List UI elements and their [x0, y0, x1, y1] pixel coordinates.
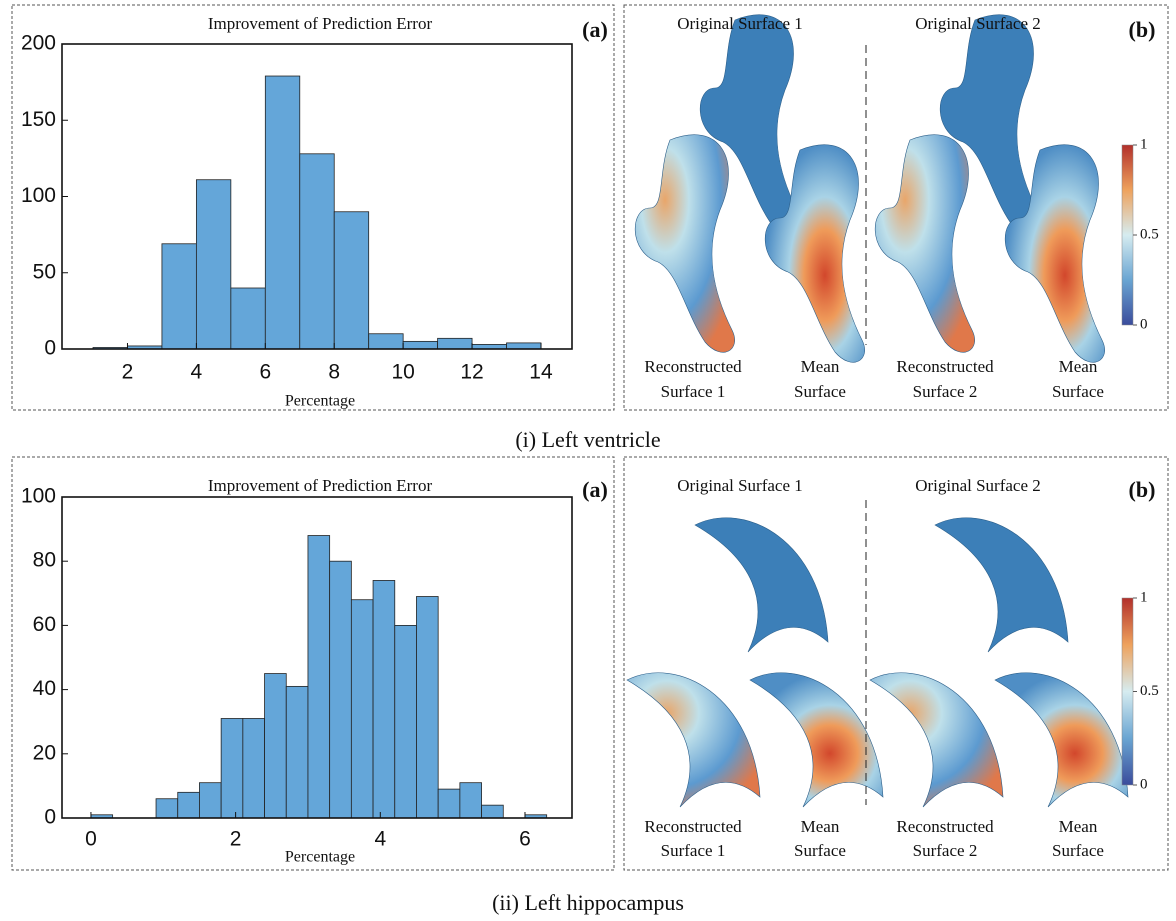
x-axis-label: Percentage — [285, 849, 355, 866]
surface-shape — [627, 673, 760, 807]
panel-frame — [624, 457, 1168, 870]
histogram-bar — [199, 783, 221, 818]
surface-shape — [750, 673, 883, 807]
histogram-bar — [156, 799, 178, 818]
caption: (ii) Left hippocampus — [492, 890, 684, 915]
histogram-bar — [373, 580, 395, 818]
x-tick-label: 4 — [374, 828, 386, 851]
surface-label: Mean — [801, 357, 840, 376]
surface-shape — [695, 518, 828, 652]
y-tick-label: 150 — [21, 108, 56, 131]
surface-shape — [935, 518, 1068, 652]
histogram-bar — [334, 212, 368, 349]
surface-label: Mean — [1059, 817, 1098, 836]
histogram-bar — [438, 338, 472, 349]
y-tick-label: 80 — [33, 549, 56, 572]
x-tick-label: 6 — [519, 828, 531, 851]
y-tick-label: 20 — [33, 741, 56, 764]
surface-title: Original Surface 1 — [677, 476, 803, 495]
surface-label: Reconstructed — [896, 357, 994, 376]
histogram-bar — [482, 805, 504, 818]
surface-label: Reconstructed — [896, 817, 994, 836]
surface-shape — [635, 135, 734, 353]
panel-label: (b) — [1129, 17, 1156, 42]
histogram-bar — [221, 718, 243, 818]
colorbar — [1122, 598, 1133, 785]
histogram-bar — [178, 792, 200, 818]
caption: (i) Left ventricle — [515, 427, 660, 452]
surface-title: Original Surface 1 — [677, 14, 803, 33]
histogram-bar — [507, 343, 541, 349]
surface-label: Surface — [794, 382, 846, 401]
surface-label: Reconstructed — [644, 357, 742, 376]
y-tick-label: 60 — [33, 613, 56, 636]
histogram-bar — [286, 686, 308, 818]
surface-label: Reconstructed — [644, 817, 742, 836]
histogram-bar — [416, 597, 438, 818]
histogram-bar — [403, 341, 437, 349]
y-tick-label: 40 — [33, 677, 56, 700]
y-tick-label: 100 — [21, 184, 56, 207]
x-tick-label: 0 — [85, 828, 97, 851]
panel-label: (b) — [1129, 477, 1156, 502]
surface-label: Surface — [794, 841, 846, 860]
x-tick-label: 8 — [328, 361, 340, 384]
histogram-bar — [351, 600, 373, 818]
x-axis-label: Percentage — [285, 393, 355, 410]
surface-shape — [870, 673, 1003, 807]
x-tick-label: 2 — [230, 828, 242, 851]
histogram-bar — [369, 334, 403, 349]
y-tick-label: 50 — [33, 260, 56, 283]
histogram-bar — [243, 718, 265, 818]
histogram-bar — [330, 561, 352, 818]
histogram-bar — [460, 783, 482, 818]
histogram-bar — [196, 180, 230, 349]
surface-label: Mean — [1059, 357, 1098, 376]
surface-label: Surface 2 — [913, 382, 978, 401]
x-tick-label: 10 — [391, 361, 414, 384]
chart-title: Improvement of Prediction Error — [208, 14, 433, 33]
histogram-bar — [438, 789, 460, 818]
panel-label: (a) — [582, 477, 608, 502]
histogram-bar — [395, 625, 417, 818]
surface-shape — [875, 135, 974, 353]
colorbar-tick-label: 1 — [1140, 589, 1148, 605]
histogram-bar — [300, 154, 334, 349]
surface-label: Surface — [1052, 382, 1104, 401]
colorbar-tick-label: 0 — [1140, 316, 1148, 332]
x-tick-label: 12 — [460, 361, 483, 384]
x-tick-label: 14 — [529, 361, 553, 384]
colorbar-tick-label: 0.5 — [1140, 226, 1159, 242]
surface-title: Original Surface 2 — [915, 14, 1041, 33]
surface-label: Surface 1 — [661, 382, 726, 401]
panel-label: (a) — [582, 17, 608, 42]
colorbar-tick-label: 0.5 — [1140, 683, 1159, 699]
x-tick-label: 2 — [122, 361, 134, 384]
histogram-bar — [308, 536, 330, 818]
figure: Improvement of Prediction Error (a) Percen… — [0, 0, 1176, 921]
y-tick-label: 0 — [44, 337, 56, 360]
colorbar — [1122, 145, 1133, 325]
histogram-bar — [265, 76, 299, 349]
y-tick-label: 100 — [21, 485, 56, 508]
colorbar-tick-label: 1 — [1140, 136, 1148, 152]
histogram-bar — [231, 288, 265, 349]
surface-label: Surface — [1052, 841, 1104, 860]
x-tick-label: 6 — [259, 361, 271, 384]
surface-label: Mean — [801, 817, 840, 836]
surface-label: Surface 1 — [661, 841, 726, 860]
y-tick-label: 0 — [44, 806, 56, 829]
chart-title: Improvement of Prediction Error — [208, 476, 433, 495]
surface-label: Surface 2 — [913, 841, 978, 860]
surface-title: Original Surface 2 — [915, 476, 1041, 495]
x-tick-label: 4 — [191, 361, 203, 384]
colorbar-tick-label: 0 — [1140, 776, 1148, 792]
histogram-bar — [162, 244, 196, 349]
y-tick-label: 200 — [21, 32, 56, 55]
surface-shape — [995, 673, 1128, 807]
histogram-bar — [265, 674, 287, 818]
